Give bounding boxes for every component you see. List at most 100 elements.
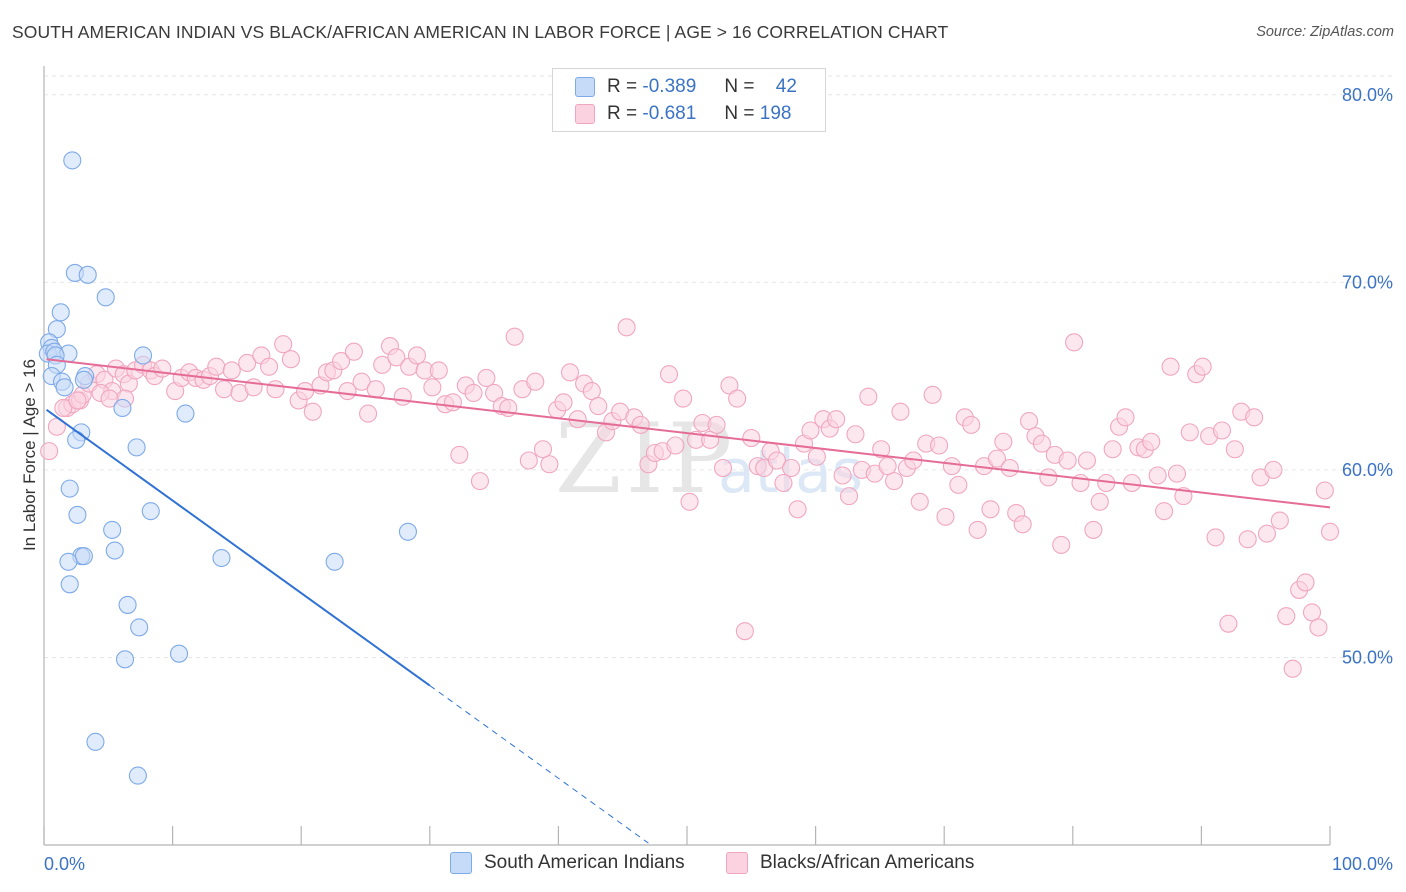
south-american-indian-point: [60, 479, 79, 498]
south-american-indian-point: [74, 370, 93, 389]
black-african-american-point: [352, 372, 371, 391]
south-american-indian-point: [63, 151, 82, 170]
black-african-american-point: [303, 402, 322, 421]
black-african-american-point: [1148, 466, 1167, 485]
black-african-american-point: [1225, 440, 1244, 459]
black-african-american-point: [560, 363, 580, 382]
black-african-american-point: [1039, 468, 1058, 487]
black-african-american-point: [827, 410, 846, 429]
bottom-legend-swatch-blue: [450, 852, 472, 874]
south-american-indian-point: [325, 552, 344, 571]
black-african-american-point: [1065, 333, 1084, 352]
black-african-american-point: [987, 449, 1006, 468]
black-african-american-point: [631, 415, 650, 434]
black-african-american-point: [1167, 464, 1187, 483]
black-african-american-point: [281, 350, 300, 369]
south-american-indian-point: [55, 378, 74, 397]
black-african-american-point: [774, 473, 793, 493]
bottom-legend-label: Blacks/African Americans: [760, 852, 975, 873]
legend-r-value: -0.389: [642, 76, 697, 97]
south-american-indian-point: [103, 520, 122, 539]
south-american-indian-point: [105, 541, 124, 560]
black-african-american-point: [450, 445, 469, 464]
black-african-american-point: [728, 389, 747, 408]
black-african-american-point: [296, 382, 315, 401]
tick-labels: 50.0% 60.0% 70.0% 80.0% 0.0% 100.0%: [44, 85, 1393, 874]
black-african-american-point: [767, 451, 787, 470]
black-african-american-point: [949, 475, 968, 494]
black-african-american-point: [222, 361, 241, 380]
black-african-american-point: [1155, 502, 1174, 521]
black-african-american-point: [1270, 511, 1289, 530]
black-african-american-point: [701, 430, 720, 449]
black-african-american-points: [40, 318, 1340, 678]
legend-r-label: R =: [607, 103, 638, 124]
black-african-american-point: [1116, 408, 1135, 427]
black-african-american-point: [707, 415, 726, 434]
black-african-american-point: [1193, 357, 1212, 376]
y-axis-label: In Labor Force | Age > 16: [20, 359, 39, 551]
black-african-american-point: [884, 472, 904, 491]
source-label: Source: ZipAtlas.com: [1256, 24, 1394, 40]
black-african-american-point: [1180, 423, 1199, 442]
legend-n-value: 42: [775, 76, 797, 97]
south-american-indian-point: [118, 595, 137, 614]
black-african-american-point: [470, 472, 490, 491]
black-african-american-point: [477, 368, 496, 388]
black-african-american-point: [274, 335, 293, 354]
south-american-indian-point: [78, 265, 97, 284]
black-african-american-point: [981, 500, 1000, 519]
black-african-american-point: [788, 500, 807, 519]
black-african-american-point: [1058, 451, 1077, 470]
black-african-american-point: [1090, 492, 1109, 511]
black-african-american-point: [100, 389, 119, 408]
black-african-american-point: [1212, 421, 1232, 440]
black-african-american-point: [1315, 481, 1334, 500]
black-african-american-point: [872, 440, 891, 459]
y-tick-label: 50.0%: [1342, 647, 1393, 667]
bottom-legend-swatch-pink: [726, 852, 748, 874]
black-african-american-point: [1277, 607, 1296, 626]
black-african-american-point: [366, 380, 385, 399]
black-african-american-point: [1103, 440, 1122, 459]
legend-swatch-blue: [575, 77, 595, 97]
south-american-indian-point: [115, 650, 135, 669]
black-african-american-point: [674, 389, 693, 408]
black-african-american-point: [1161, 357, 1180, 376]
black-african-american-point: [994, 432, 1013, 451]
black-african-american-point: [153, 359, 172, 378]
black-african-american-point: [1000, 458, 1019, 478]
black-african-american-point: [443, 393, 462, 412]
black-african-american-point: [54, 398, 73, 418]
legend-n-value: 198: [759, 103, 792, 124]
legend-r-value: -0.681: [642, 103, 697, 124]
correlation-legend: R = -0.389 N = 42 R = -0.681 N = 198: [552, 68, 826, 132]
south-american-indian-point: [130, 618, 149, 637]
black-african-american-point: [589, 397, 608, 416]
black-african-american-point: [407, 346, 426, 365]
black-african-american-point: [910, 492, 929, 511]
black-african-american-point: [554, 393, 573, 412]
black-african-american-point: [1052, 535, 1071, 554]
south-american-indian-point: [59, 552, 78, 571]
legend-swatch-pink: [575, 104, 595, 124]
south-american-indian-point: [127, 438, 146, 457]
south-american-indian-point: [67, 430, 86, 449]
south-american-indian-trend-line: [45, 409, 431, 687]
black-african-american-point: [387, 348, 406, 367]
legend-r-label: R =: [607, 76, 638, 97]
x-tick-label: 0.0%: [44, 854, 85, 874]
black-african-american-point: [359, 404, 378, 423]
south-american-indian-point: [141, 502, 160, 521]
black-african-american-point: [1084, 520, 1103, 539]
black-african-american-point: [1302, 603, 1322, 622]
black-african-american-point: [429, 361, 448, 380]
black-african-american-point: [1219, 614, 1238, 633]
black-african-american-point: [266, 380, 285, 399]
black-african-american-point: [259, 357, 279, 376]
black-african-american-point: [423, 378, 442, 397]
south-american-indian-point: [68, 505, 87, 524]
black-african-american-point: [833, 466, 852, 485]
black-african-american-point: [526, 372, 545, 391]
